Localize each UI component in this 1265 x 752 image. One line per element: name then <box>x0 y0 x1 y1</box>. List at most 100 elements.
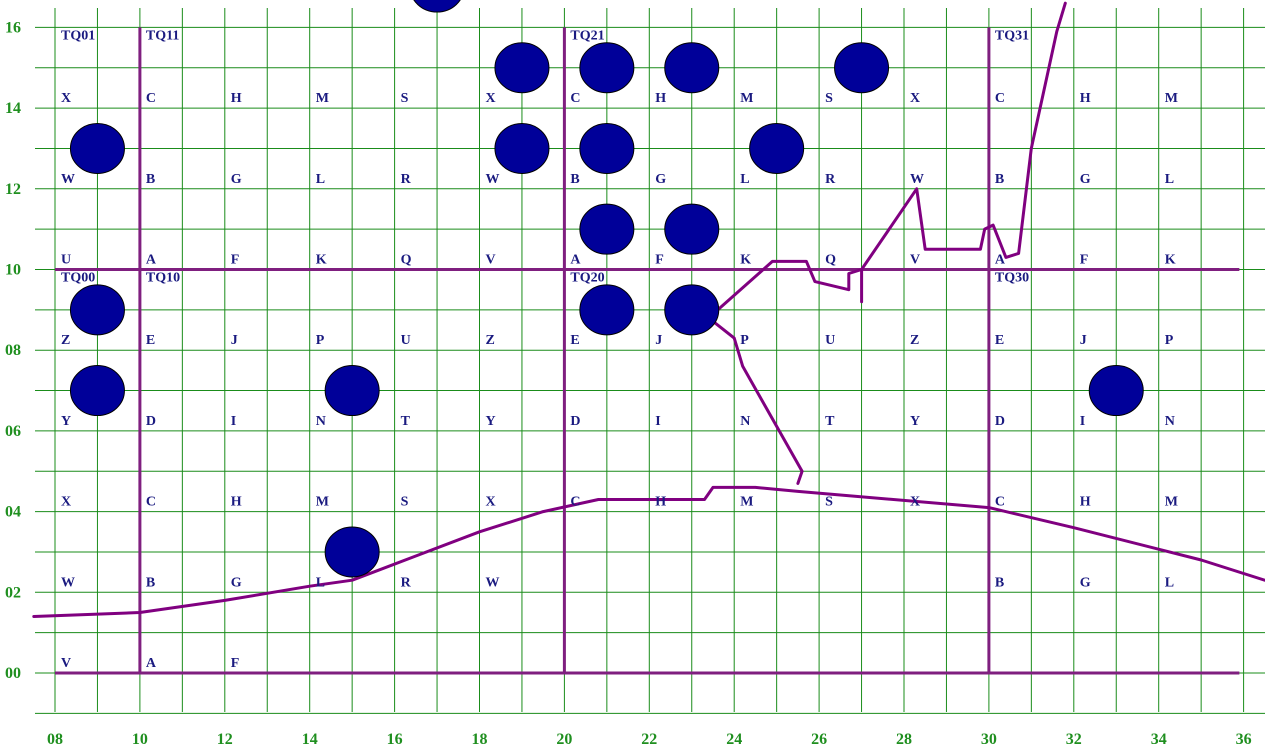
x-axis-label: 12 <box>217 731 233 748</box>
x-axis-label: 14 <box>302 731 318 748</box>
y-axis-label: 00 <box>5 665 21 682</box>
square-letter: X <box>486 91 496 106</box>
square-letter: D <box>570 414 580 429</box>
square-letter: H <box>231 91 242 106</box>
square-letter: S <box>825 91 833 106</box>
square-letter: V <box>61 656 71 671</box>
marker-dot <box>324 365 380 417</box>
y-axis-label: 16 <box>5 19 21 36</box>
y-axis-label: 08 <box>5 342 21 359</box>
marker-dot <box>324 526 380 578</box>
square-letter: R <box>825 172 836 187</box>
square-letter: A <box>146 656 157 671</box>
tile-label: TQ00 <box>61 271 95 286</box>
square-letter: S <box>401 91 409 106</box>
square-letter: J <box>655 333 662 348</box>
y-axis-label: 02 <box>5 584 21 601</box>
square-letter: X <box>486 495 496 510</box>
square-letter: D <box>146 414 156 429</box>
square-letter: Y <box>910 414 920 429</box>
square-letter: S <box>401 495 409 510</box>
square-letter: W <box>61 575 75 590</box>
route-line <box>707 1 1067 485</box>
square-letter: X <box>61 91 71 106</box>
square-letter: J <box>231 333 238 348</box>
marker-dot <box>69 284 125 336</box>
square-letter: H <box>655 91 666 106</box>
x-axis-label: 10 <box>132 731 148 748</box>
marker-dot <box>69 365 125 417</box>
marker-dot <box>579 122 635 174</box>
x-axis-label: 34 <box>1151 731 1167 748</box>
square-letter: B <box>146 172 155 187</box>
square-letter: V <box>910 253 920 268</box>
map-markers <box>69 0 1144 578</box>
x-axis-label: 24 <box>726 731 742 748</box>
square-letter: H <box>1080 495 1091 510</box>
x-axis-label: 08 <box>47 731 63 748</box>
square-letter: Q <box>825 253 836 268</box>
x-axis-label: 22 <box>641 731 657 748</box>
marker-dot <box>1088 365 1144 417</box>
x-axis-label: 28 <box>896 731 912 748</box>
marker-dot <box>664 284 720 336</box>
square-letter: F <box>655 253 664 268</box>
y-axis-label: 14 <box>5 100 21 117</box>
tile-labels: TQ01 TQ11 TQ21 TQ31 TQ00 TQ10 TQ20 TQ30 <box>61 28 1029 285</box>
square-letter: A <box>570 253 581 268</box>
square-letter: P <box>740 333 749 348</box>
x-axis-label: 36 <box>1236 731 1252 748</box>
square-letter: A <box>146 253 157 268</box>
square-letter: M <box>740 91 753 106</box>
square-letter: U <box>61 253 71 268</box>
square-letter: M <box>1165 91 1178 106</box>
square-letter: W <box>910 172 924 187</box>
square-letter: L <box>1165 575 1174 590</box>
y-axis-label: 10 <box>5 262 21 279</box>
square-letter: E <box>570 333 579 348</box>
square-letter: B <box>146 575 155 590</box>
square-letter: F <box>1080 253 1089 268</box>
marker-dot <box>664 42 720 94</box>
x-axis-label: 18 <box>472 731 488 748</box>
square-letter: K <box>1165 253 1176 268</box>
square-letter: M <box>740 495 753 510</box>
square-letter: N <box>740 414 750 429</box>
x-axis-label: 30 <box>981 731 997 748</box>
square-letter: L <box>316 575 325 590</box>
grid-lines <box>35 8 1265 714</box>
square-letter: R <box>401 575 412 590</box>
marker-dot <box>413 0 461 13</box>
marker-dot <box>834 42 890 94</box>
square-letter: M <box>1165 495 1178 510</box>
square-letter: U <box>825 333 835 348</box>
square-letter: Q <box>401 253 412 268</box>
tile-label: TQ11 <box>146 28 179 43</box>
square-letter: N <box>316 414 326 429</box>
square-letter: W <box>486 575 500 590</box>
square-letter: Y <box>61 414 71 429</box>
square-letter: M <box>316 495 329 510</box>
square-letter: C <box>570 495 580 510</box>
square-letter: A <box>995 253 1006 268</box>
square-letter: T <box>825 414 835 429</box>
tile-borders <box>55 27 1240 675</box>
square-letter: R <box>401 172 412 187</box>
square-letter: P <box>316 333 325 348</box>
square-letter: W <box>61 172 75 187</box>
tile-label: TQ21 <box>570 28 604 43</box>
marker-dot <box>579 284 635 336</box>
axis-labels: 08 10 12 14 16 18 20 22 24 26 28 30 32 34 36 00 02 04 06 08… <box>5 19 1252 748</box>
square-letter: X <box>61 495 71 510</box>
square-letter: B <box>995 575 1004 590</box>
square-letter: J <box>1080 333 1087 348</box>
tile-label: TQ20 <box>570 271 604 286</box>
square-letter: C <box>995 495 1005 510</box>
square-letter: L <box>316 172 325 187</box>
tile-label: TQ31 <box>995 28 1029 43</box>
square-letter: D <box>995 414 1005 429</box>
square-letter: K <box>316 253 327 268</box>
square-letter: I <box>655 414 660 429</box>
square-letter: U <box>401 333 411 348</box>
